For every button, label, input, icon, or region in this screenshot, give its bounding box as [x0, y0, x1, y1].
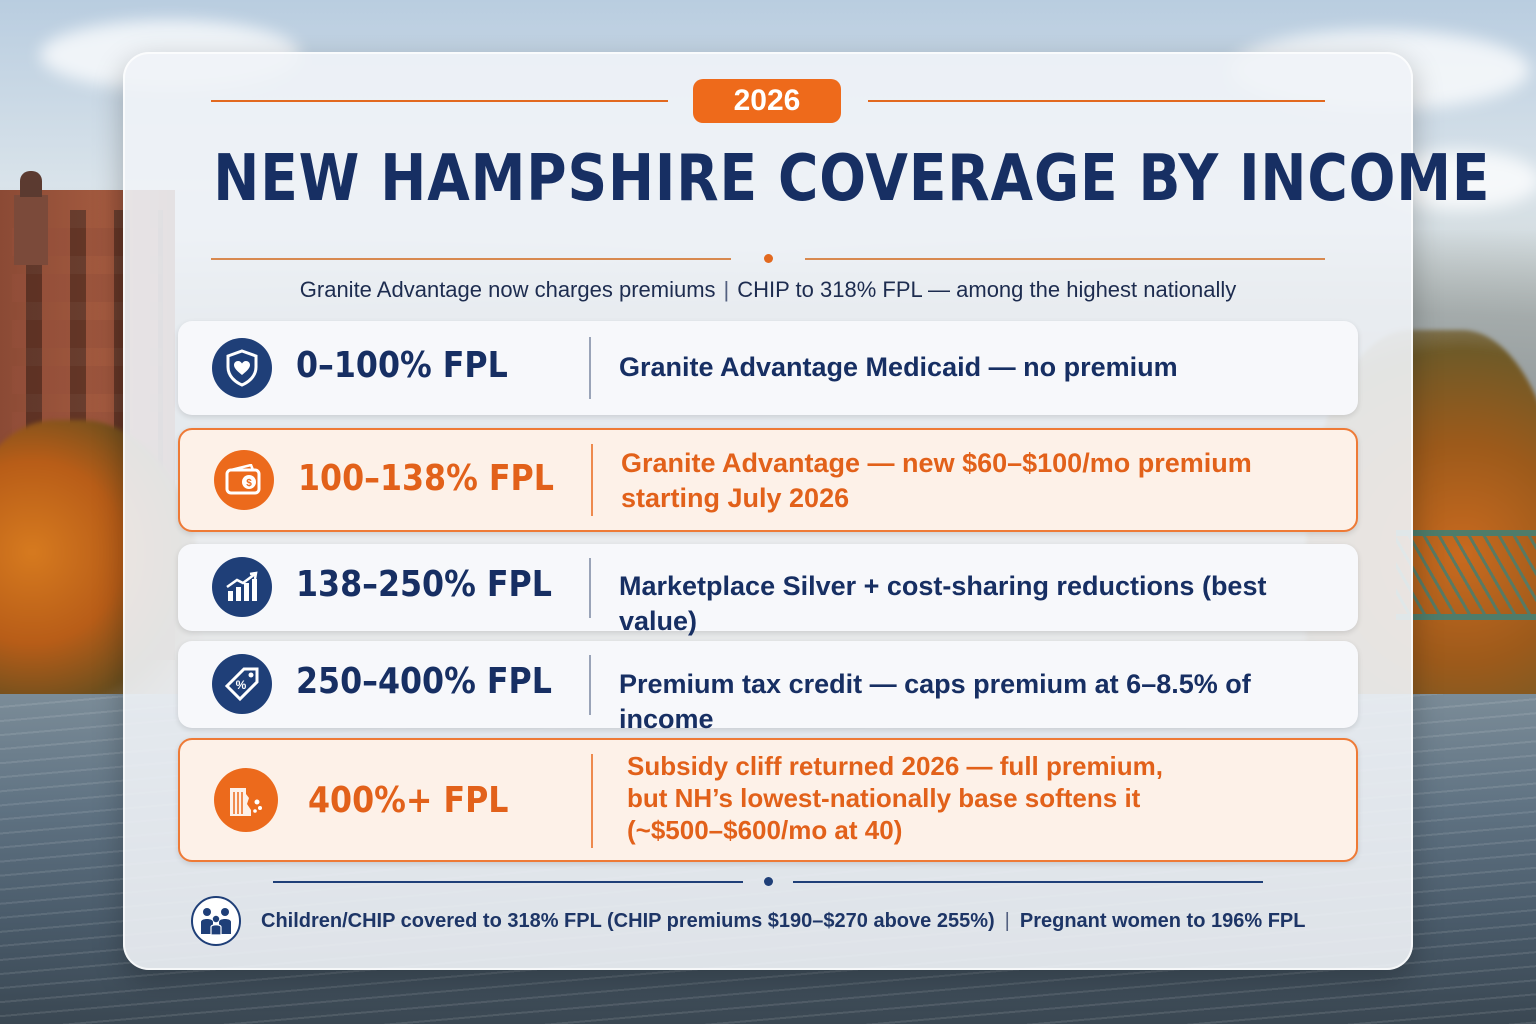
- footer-note: Children/CHIP covered to 318% FPL (CHIP …: [191, 896, 1353, 946]
- income-range: 400%+ FPL: [308, 780, 509, 821]
- year-rule-left: [211, 100, 668, 102]
- coverage-description: Subsidy cliff returned 2026 — full premi…: [627, 750, 1336, 846]
- green-bridge: [1396, 530, 1536, 620]
- subtitle: Granite Advantage now charges premiums | C…: [123, 277, 1413, 303]
- wallet-icon: $: [214, 450, 274, 510]
- income-range: 0–100% FPL: [296, 345, 508, 386]
- page-title: NEW HAMPSHIRE COVERAGE BY INCOME: [213, 142, 1491, 216]
- row-separator: [589, 337, 591, 399]
- coverage-row-250-400: % 250–400% FPL Premium tax credit — caps…: [178, 641, 1358, 734]
- description-line: Granite Advantage Medicaid — no premium: [619, 352, 1178, 382]
- description-line: starting July 2026: [621, 483, 850, 513]
- coverage-row-400-plus: 400%+ FPL Subsidy cliff returned 2026 — …: [178, 738, 1358, 862]
- year-badge: 2026: [693, 79, 841, 123]
- description-line: but NH’s lowest-nationally base softens …: [627, 783, 1141, 813]
- svg-text:%: %: [236, 678, 247, 692]
- row-separator: [589, 655, 591, 715]
- footer-children-note: Children/CHIP covered to 318% FPL (CHIP …: [261, 909, 995, 932]
- svg-text:$: $: [246, 478, 252, 489]
- row-separator: [591, 444, 593, 516]
- row-separator: [591, 754, 593, 848]
- row-separator: [589, 558, 591, 618]
- coverage-description: Granite Advantage Medicaid — no premium: [619, 350, 1338, 385]
- coverage-description: Premium tax credit — caps premium at 6–8…: [619, 667, 1338, 737]
- income-range: 138–250% FPL: [296, 564, 552, 605]
- footer-separator: |: [1004, 909, 1010, 932]
- income-range: 250–400% FPL: [296, 661, 552, 702]
- year-rule-right: [868, 100, 1325, 102]
- cliff-icon: [214, 768, 278, 832]
- clock-tower: [14, 171, 48, 265]
- family-icon: [191, 896, 241, 946]
- footer-divider: [273, 876, 1263, 888]
- description-line: Premium tax credit — caps premium at 6–8…: [619, 669, 1251, 734]
- coverage-row-138-250: 138–250% FPL Marketplace Silver + cost-s…: [178, 544, 1358, 636]
- growth-chart-icon: [212, 557, 272, 617]
- footer-text: Children/CHIP covered to 318% FPL (CHIP …: [261, 910, 1305, 933]
- coverage-row-0-100: 0–100% FPL Granite Advantage Medicaid — …: [178, 321, 1358, 415]
- discount-tag-icon: %: [212, 654, 272, 714]
- description-line: (~$500–$600/mo at 40): [627, 815, 903, 845]
- coverage-description: Marketplace Silver + cost-sharing reduct…: [619, 569, 1338, 639]
- coverage-panel: 2026 NEW HAMPSHIRE COVERAGE BY INCOME Gr…: [123, 52, 1491, 970]
- coverage-row-100-138: $ 100–138% FPL Granite Advantage — new $…: [178, 428, 1358, 532]
- subtitle-left: Granite Advantage now charges premiums: [299, 277, 716, 302]
- description-line: Granite Advantage — new $60–$100/mo prem…: [621, 448, 1252, 478]
- description-line: Marketplace Silver + cost-sharing reduct…: [619, 571, 1267, 636]
- description-line: Subsidy cliff returned 2026 — full premi…: [627, 751, 1164, 781]
- year-row: 2026: [211, 79, 1325, 123]
- title-divider: [211, 252, 1325, 266]
- footer-pregnant-note: Pregnant women to 196% FPL: [1019, 909, 1306, 932]
- shield-heart-icon: [212, 338, 272, 398]
- subtitle-separator: |: [723, 277, 730, 302]
- coverage-description: Granite Advantage — new $60–$100/mo prem…: [621, 446, 1336, 516]
- income-range: 100–138% FPL: [298, 458, 554, 499]
- subtitle-right: CHIP to 318% FPL — among the highest nat…: [737, 277, 1237, 302]
